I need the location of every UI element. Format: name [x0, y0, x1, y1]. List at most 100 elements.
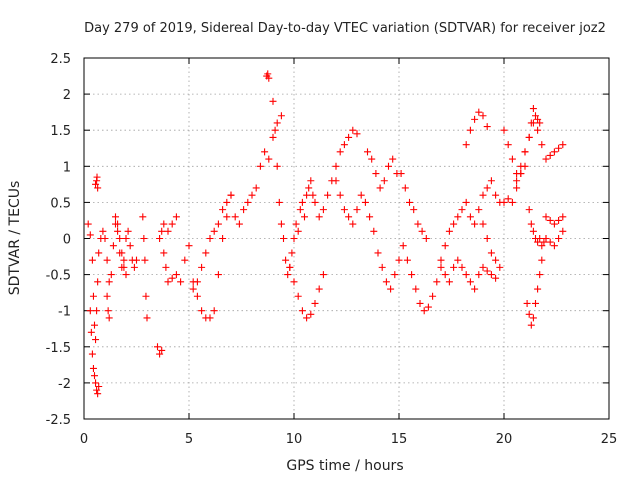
- data-point: [298, 198, 306, 206]
- x-tick-label: 10: [286, 432, 303, 447]
- data-point: [349, 126, 357, 134]
- data-point: [445, 227, 453, 235]
- data-point: [181, 256, 189, 264]
- data-point: [210, 227, 218, 235]
- data-point: [380, 177, 388, 185]
- data-point: [525, 310, 533, 318]
- data-point: [475, 108, 483, 116]
- data-point: [546, 151, 554, 159]
- data-point: [198, 307, 206, 315]
- data-point: [441, 271, 449, 279]
- data-point: [441, 242, 449, 250]
- data-point: [523, 299, 531, 307]
- data-point: [324, 191, 332, 199]
- data-point: [84, 220, 92, 228]
- data-point: [466, 213, 474, 221]
- data-point: [231, 213, 239, 221]
- data-point: [550, 242, 558, 250]
- data-point: [521, 162, 529, 170]
- data-point: [124, 227, 132, 235]
- data-point: [534, 238, 542, 246]
- data-point: [555, 235, 563, 242]
- data-point: [294, 292, 302, 300]
- data-point: [172, 213, 180, 221]
- data-point: [290, 235, 298, 242]
- data-point: [94, 184, 102, 192]
- data-point: [277, 112, 285, 120]
- data-point: [89, 364, 97, 372]
- data-point: [368, 155, 376, 163]
- data-point: [101, 235, 109, 242]
- data-point: [303, 314, 311, 322]
- data-point: [492, 191, 500, 199]
- data-point: [471, 115, 479, 123]
- data-point: [559, 213, 567, 221]
- data-point: [107, 271, 115, 279]
- data-point: [527, 119, 535, 127]
- data-point: [479, 112, 487, 120]
- data-point: [244, 198, 252, 206]
- data-point: [492, 256, 500, 264]
- data-point: [93, 307, 101, 315]
- data-point: [389, 155, 397, 163]
- data-point: [271, 126, 279, 134]
- data-point: [496, 263, 504, 271]
- data-point: [391, 271, 399, 279]
- data-point: [143, 314, 151, 322]
- data-point: [462, 141, 470, 149]
- data-point: [126, 242, 134, 250]
- data-point: [319, 206, 327, 214]
- data-point: [88, 350, 96, 358]
- data-point: [475, 271, 483, 279]
- data-point: [273, 119, 281, 127]
- data-point: [462, 198, 470, 206]
- data-point: [116, 235, 124, 242]
- data-point: [336, 148, 344, 156]
- y-tick-label: 2.5: [50, 52, 71, 67]
- data-point: [410, 206, 418, 214]
- data-point: [479, 191, 487, 199]
- data-point: [206, 314, 214, 322]
- data-point: [227, 191, 235, 199]
- data-point: [265, 155, 273, 163]
- data-point: [248, 191, 256, 199]
- data-point: [235, 220, 243, 228]
- plot-frame: [83, 57, 610, 420]
- data-point: [109, 242, 117, 250]
- x-tick-label: 25: [601, 432, 618, 447]
- data-point: [340, 206, 348, 214]
- data-point: [92, 379, 100, 387]
- chart-title: Day 279 of 2019, Sidereal Day-to-day VTE…: [84, 21, 606, 36]
- data-point: [286, 263, 294, 271]
- data-point: [275, 198, 283, 206]
- data-point: [292, 220, 300, 228]
- data-point: [559, 227, 567, 235]
- data-point: [364, 148, 371, 156]
- data-point: [223, 213, 231, 221]
- data-point: [422, 235, 430, 242]
- data-point: [542, 235, 550, 242]
- grid-lines: [84, 58, 609, 419]
- data-point: [527, 220, 535, 228]
- data-point: [487, 271, 495, 279]
- data-point: [160, 249, 168, 257]
- data-point: [280, 235, 287, 242]
- data-point: [95, 383, 103, 391]
- data-point: [353, 206, 361, 214]
- data-point: [210, 307, 218, 315]
- data-point: [296, 206, 304, 214]
- data-point: [185, 242, 193, 250]
- data-point: [319, 271, 327, 279]
- data-point: [458, 263, 466, 271]
- data-point: [86, 307, 94, 315]
- data-point: [508, 155, 516, 163]
- data-point: [305, 184, 313, 192]
- data-point: [374, 249, 382, 257]
- data-point: [483, 235, 491, 242]
- data-point: [357, 191, 365, 199]
- data-point: [454, 213, 462, 221]
- data-point: [87, 328, 95, 336]
- data-point: [406, 198, 413, 206]
- data-point: [288, 249, 296, 257]
